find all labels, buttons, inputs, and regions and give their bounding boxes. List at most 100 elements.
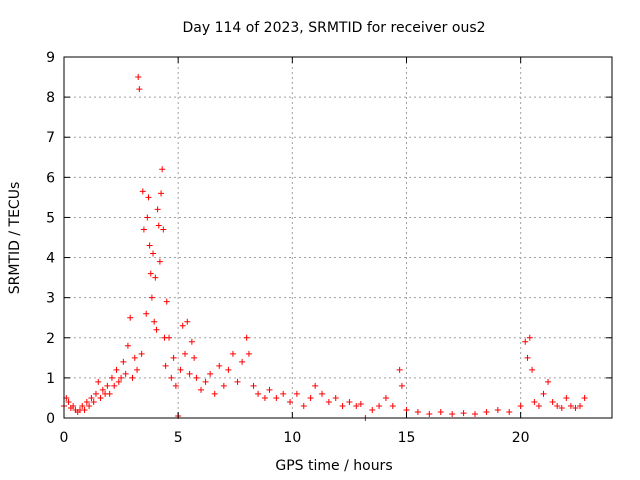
data-point xyxy=(152,274,159,281)
data-point xyxy=(113,366,120,373)
y-tick-label: 2 xyxy=(46,331,55,347)
data-point xyxy=(151,318,158,325)
data-point xyxy=(273,394,280,401)
data-point xyxy=(506,408,513,415)
data-point xyxy=(346,398,353,405)
data-point xyxy=(127,314,134,321)
data-point xyxy=(325,398,332,405)
axis-ticks xyxy=(63,56,612,419)
data-point xyxy=(332,394,339,401)
data-point xyxy=(526,334,533,341)
y-tick-label: 1 xyxy=(46,371,55,387)
y-tick-label: 6 xyxy=(46,170,55,186)
data-point xyxy=(577,402,584,409)
data-point xyxy=(234,378,241,385)
data-point xyxy=(163,298,170,305)
data-point xyxy=(162,362,169,369)
data-point xyxy=(239,358,246,365)
data-point xyxy=(160,226,167,233)
y-tick-labels: 0 1 2 3 4 5 6 7 8 9 xyxy=(46,50,55,427)
data-point xyxy=(229,350,236,357)
data-point xyxy=(545,378,552,385)
data-point xyxy=(170,354,177,361)
data-point xyxy=(156,258,163,265)
data-point xyxy=(472,410,478,417)
data-point xyxy=(65,398,72,405)
data-point xyxy=(266,386,273,393)
data-point xyxy=(250,382,257,389)
data-point xyxy=(186,370,193,377)
data-point xyxy=(437,408,444,415)
data-point xyxy=(307,394,314,401)
data-point xyxy=(155,222,162,229)
data-point xyxy=(150,250,157,257)
data-point xyxy=(255,390,262,397)
data-point xyxy=(140,226,147,233)
data-point xyxy=(124,342,131,349)
data-point xyxy=(280,390,287,397)
data-point xyxy=(529,366,536,373)
chart-title: Day 114 of 2023, SRMTID for receiver ous… xyxy=(182,20,485,36)
data-point xyxy=(220,382,227,389)
data-point xyxy=(540,390,547,397)
data-point xyxy=(95,378,102,385)
data-point xyxy=(83,398,90,405)
data-point xyxy=(138,350,145,357)
data-point xyxy=(426,410,433,417)
data-point xyxy=(369,406,376,413)
data-point xyxy=(382,394,389,401)
data-point xyxy=(97,394,104,401)
data-point xyxy=(376,402,383,409)
data-point xyxy=(177,366,184,373)
data-point xyxy=(139,188,146,195)
data-point xyxy=(115,378,122,385)
data-point xyxy=(136,86,143,93)
data-point xyxy=(535,402,542,409)
data-point xyxy=(563,394,570,401)
data-point xyxy=(144,214,151,221)
y-tick-label: 9 xyxy=(46,50,55,66)
data-point xyxy=(191,354,198,361)
data-point xyxy=(108,374,115,381)
data-point xyxy=(92,390,99,397)
data-point xyxy=(143,310,150,317)
data-point xyxy=(153,326,160,333)
data-point xyxy=(449,410,456,417)
data-point xyxy=(118,374,125,381)
data-point xyxy=(572,404,579,411)
grid xyxy=(64,57,612,418)
data-point xyxy=(179,322,186,329)
y-tick-label: 3 xyxy=(46,291,55,307)
y-tick-label: 4 xyxy=(46,251,55,267)
data-point xyxy=(483,408,490,415)
data-point xyxy=(300,402,307,409)
data-point xyxy=(88,394,95,401)
x-axis-label: GPS time / hours xyxy=(275,458,392,474)
data-point xyxy=(567,402,574,409)
data-point xyxy=(293,390,300,397)
data-point xyxy=(554,402,561,409)
data-point xyxy=(70,402,77,409)
data-point xyxy=(193,374,200,381)
data-point xyxy=(517,402,524,409)
data-point xyxy=(558,404,565,411)
data-point xyxy=(524,354,531,361)
data-point xyxy=(216,362,223,369)
data-point xyxy=(154,206,161,213)
data-point xyxy=(134,366,141,373)
scatter-points xyxy=(61,74,588,421)
data-point xyxy=(106,390,113,397)
data-point xyxy=(245,350,252,357)
data-point xyxy=(146,242,153,249)
data-point xyxy=(243,334,250,341)
x-tick-label: 20 xyxy=(512,430,530,446)
data-point xyxy=(312,382,319,389)
data-point xyxy=(414,408,421,415)
data-point xyxy=(198,386,204,393)
data-point xyxy=(339,402,346,409)
data-point xyxy=(522,338,529,345)
data-point xyxy=(403,406,410,413)
data-point xyxy=(145,194,152,201)
data-point xyxy=(86,402,93,409)
data-point xyxy=(287,398,294,405)
